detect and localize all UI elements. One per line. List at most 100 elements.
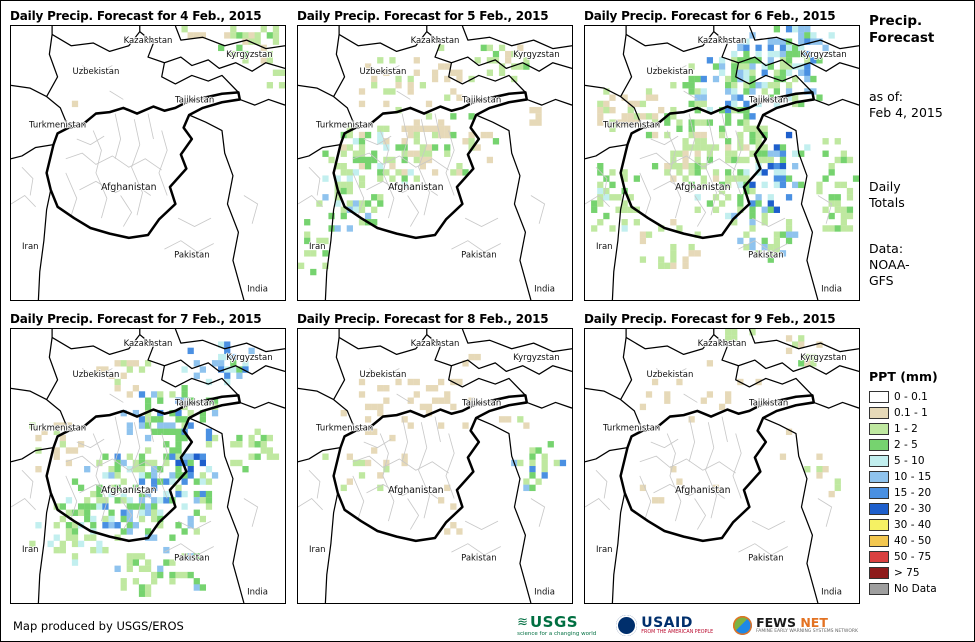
country-label: Turkmenistan [315,424,373,434]
country-label: Iran [22,545,39,555]
data-source-line: NOAA- [869,257,910,272]
country-label: India [247,284,268,294]
legend-label: 40 - 50 [894,535,932,547]
country-label: Afghanistan [388,485,443,496]
legend-item: 10 - 15 [869,469,937,485]
logos: ≋ USGS science for a changing world USAI… [517,613,858,637]
country-label: Tajikistan [174,95,214,105]
map-canvas-feb4: Kazakhstan Kyrgyzstan Uzbekistan Tajikistan… [10,25,286,301]
legend-label: 20 - 30 [894,503,932,515]
country-label: Uzbekistan [647,370,694,380]
country-label: Turkmenistan [28,424,86,434]
country-label: Kyrgyzstan [800,353,846,363]
country-label: Iran [596,545,613,555]
fewsnet-wordmark: FEWS NET [756,615,828,630]
country-label: Kazakhstan [698,36,747,46]
legend-swatch [869,423,889,435]
legend-item: 1 - 2 [869,421,937,437]
legend-item: 50 - 75 [869,549,937,565]
legend-item: 2 - 5 [869,437,937,453]
as-of-block: as of: Feb 4, 2015 [869,89,943,121]
usaid-seal-icon [616,614,638,636]
country-label: Pakistan [174,554,210,564]
as-of-label: as of: [869,89,903,104]
map-canvas-feb5: Kazakhstan Kyrgyzstan Uzbekistan Tajikistan… [297,25,573,301]
country-label: India [534,284,555,294]
country-label: Afghanistan [388,182,443,193]
legend-label: > 75 [894,567,920,579]
country-label: India [247,587,268,597]
usaid-wordmark: USAID [641,614,693,631]
country-label: Afghanistan [101,182,156,193]
legend-swatch [869,407,889,419]
country-label: Afghanistan [675,485,730,496]
country-label: Kazakhstan [411,36,460,46]
data-source-block: Data: NOAA- GFS [869,241,910,289]
country-label: Uzbekistan [73,370,120,380]
legend-item: > 75 [869,565,937,581]
country-borders [11,26,285,300]
panel-title: Daily Precip. Forecast for 8 Feb., 2015 [297,312,549,326]
totals-line: Totals [869,195,905,210]
country-label: Pakistan [461,251,497,261]
panel-title: Daily Precip. Forecast for 7 Feb., 2015 [10,312,262,326]
country-label: Uzbekistan [360,370,407,380]
sidebar: Precip. Forecast as of: Feb 4, 2015 Dail… [865,3,974,609]
country-label: Turkmenistan [602,121,660,131]
legend-swatch [869,503,889,515]
country-label: Pakistan [174,251,210,261]
legend-label: 15 - 20 [894,487,932,499]
country-label: Pakistan [748,554,784,564]
country-label: Kyrgyzstan [513,353,559,363]
panel-title: Daily Precip. Forecast for 9 Feb., 2015 [584,312,836,326]
map-panel-feb4: Daily Precip. Forecast for 4 Feb., 2015 … [3,3,290,306]
country-label: Afghanistan [675,182,730,193]
usgs-logo: ≋ USGS science for a changing world [517,613,596,637]
legend-item: 5 - 10 [869,453,937,469]
map-panel-feb9: Daily Precip. Forecast for 9 Feb., 2015 … [577,306,864,609]
country-label: Tajikistan [174,398,214,408]
totals-line: Daily [869,179,901,194]
usgs-wave-icon: ≋ [517,614,528,630]
legend-label: 30 - 40 [894,519,932,531]
country-label: Kazakhstan [124,36,173,46]
country-label: Iran [22,242,39,252]
country-label: Turkmenistan [315,121,373,131]
country-label: Kazakhstan [698,339,747,349]
country-label: India [821,284,842,294]
legend-swatch [869,439,889,451]
legend-title: PPT (mm) [869,369,938,384]
map-panel-feb8: Daily Precip. Forecast for 8 Feb., 2015 … [290,306,577,609]
data-source-label: Data: [869,241,904,256]
legend-swatch [869,535,889,547]
usgs-wordmark: USGS [530,613,579,631]
legend: 0 - 0.1 0.1 - 1 1 - 2 2 - 5 5 - 10 10 - 15 15 … [869,389,937,597]
panel-title: Daily Precip. Forecast for 5 Feb., 2015 [297,9,549,23]
map-panel-feb5: Daily Precip. Forecast for 5 Feb., 2015 … [290,3,577,306]
country-label: Kazakhstan [124,339,173,349]
country-label: Iran [309,545,326,555]
usaid-logo: USAID FROM THE AMERICAN PEOPLE [616,614,713,636]
legend-swatch [869,471,889,483]
map-canvas-feb9: Kazakhstan Kyrgyzstan Uzbekistan Tajikistan… [584,328,860,604]
fewsnet-logo: FEWS NET FAMINE EARLY WARNING SYSTEMS NE… [733,615,858,635]
legend-label: 50 - 75 [894,551,932,563]
map-canvas-feb8: Kazakhstan Kyrgyzstan Uzbekistan Tajikistan… [297,328,573,604]
country-label: Kazakhstan [411,339,460,349]
country-label: India [821,587,842,597]
country-label: Pakistan [748,251,784,261]
country-label: Uzbekistan [360,67,407,77]
legend-item: 0 - 0.1 [869,389,937,405]
legend-item: 20 - 30 [869,501,937,517]
legend-swatch [869,519,889,531]
country-label: Turkmenistan [28,121,86,131]
country-label: Tajikistan [461,95,501,105]
credit-text: Map produced by USGS/EROS [13,619,184,633]
legend-label: 5 - 10 [894,455,925,467]
fewsnet-globe-icon [733,615,753,635]
legend-item: 0.1 - 1 [869,405,937,421]
country-label: Uzbekistan [73,67,120,77]
panel-title: Daily Precip. Forecast for 4 Feb., 2015 [10,9,262,23]
country-label: Afghanistan [101,485,156,496]
